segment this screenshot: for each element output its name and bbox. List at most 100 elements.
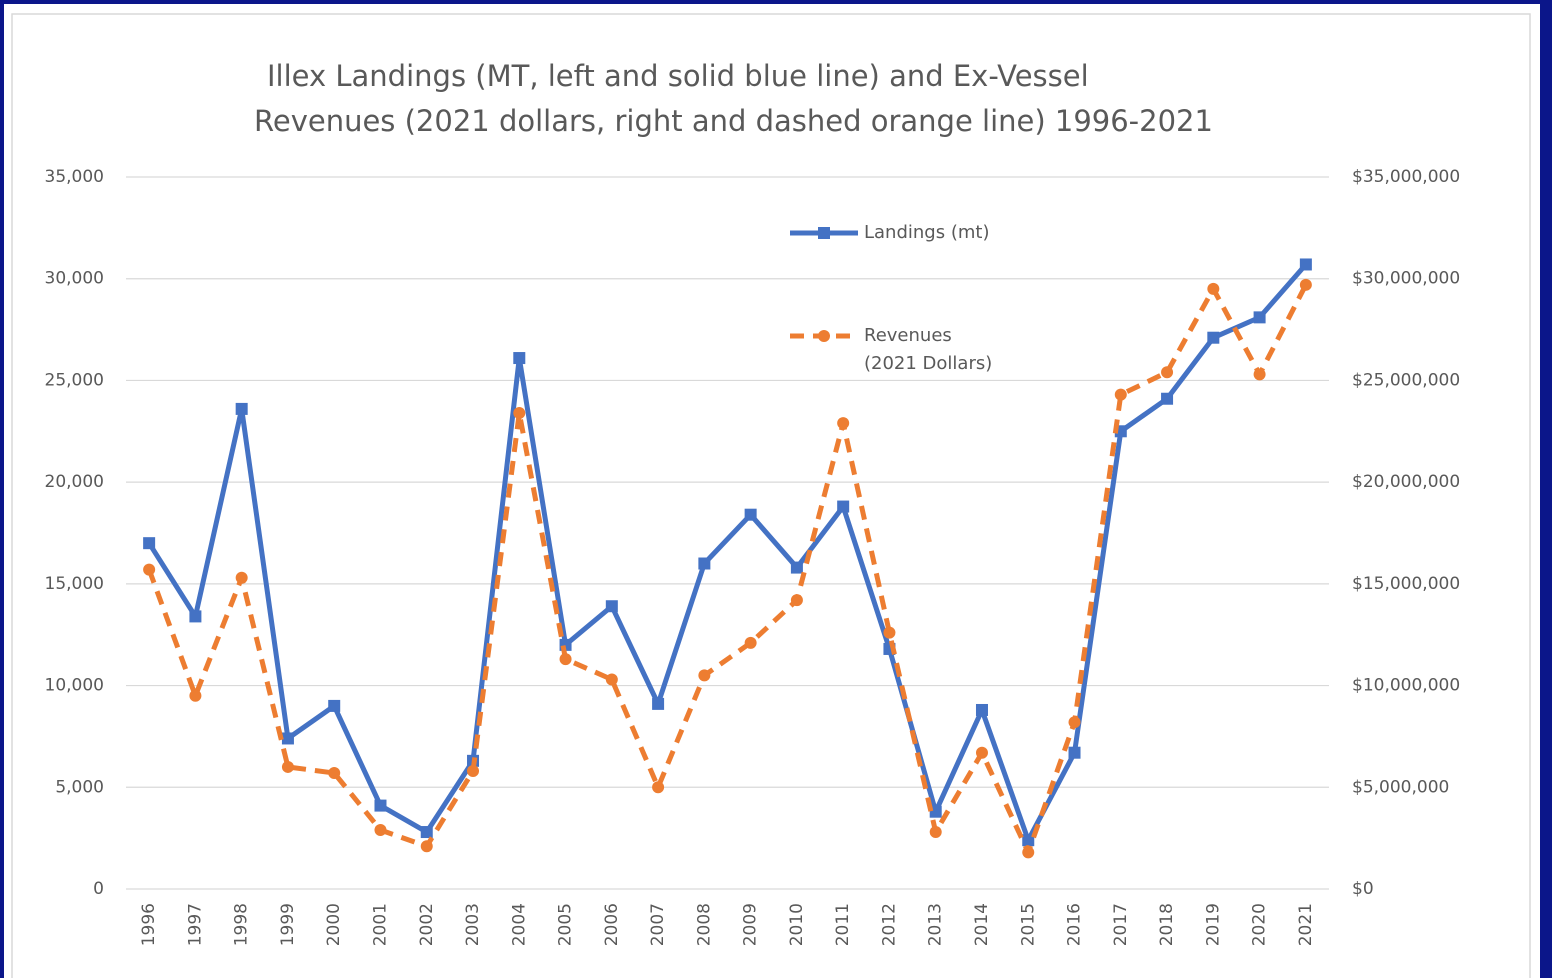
marker [1253, 368, 1266, 381]
x-tick-label: 2000 [324, 903, 344, 946]
marker [975, 703, 988, 716]
marker [328, 767, 341, 780]
marker [744, 508, 757, 521]
x-tick-label: 2010 [787, 903, 807, 946]
x-tick-label: 2014 [972, 903, 992, 946]
marker [837, 500, 850, 513]
marker [189, 689, 202, 702]
x-tick-label: 2002 [417, 903, 437, 946]
marker [513, 352, 526, 365]
marker [929, 826, 942, 839]
x-tick-label: 2015 [1018, 903, 1038, 946]
x-tick-label: 2005 [556, 903, 576, 946]
y-tick-label: 25,000 [45, 370, 104, 390]
x-tick-label: 2021 [1296, 903, 1316, 946]
x-tick-label: 1998 [232, 903, 252, 946]
marker [235, 402, 248, 415]
marker [328, 699, 341, 712]
marker [837, 417, 850, 430]
legend-label: Revenues (2021 Dollars) [864, 325, 993, 374]
y2-tick-label: $30,000,000 [1352, 269, 1460, 289]
marker [281, 732, 294, 745]
chart-frame [4, 4, 1540, 978]
marker [652, 781, 665, 794]
y-tick-label: 20,000 [45, 472, 104, 492]
marker [1161, 366, 1174, 379]
marker [235, 571, 248, 584]
chart-title: Revenues (2021 dollars, right and dashed… [254, 104, 1213, 138]
series-line [147, 262, 1308, 843]
x-tick-label: 2013 [926, 903, 946, 946]
marker [281, 760, 294, 773]
x-tick-label: 1999 [278, 903, 298, 946]
x-tick-label: 1996 [139, 903, 159, 946]
y-tick-label: 0 [93, 879, 104, 899]
marker [883, 626, 896, 639]
marker [420, 840, 433, 853]
marker [374, 824, 387, 837]
marker [1022, 834, 1035, 847]
marker [467, 765, 480, 778]
y-tick-label: 10,000 [45, 676, 104, 696]
marker [975, 746, 988, 759]
y-tick-label: 5,000 [55, 777, 104, 797]
x-tick-label: 2019 [1203, 903, 1223, 946]
x-tick-label: 2008 [694, 903, 714, 946]
marker [605, 673, 618, 686]
chart-border [11, 13, 1531, 978]
marker [652, 697, 665, 710]
marker [698, 557, 711, 570]
legend-marker [818, 330, 830, 342]
legend-marker [818, 227, 830, 239]
marker [1299, 278, 1312, 291]
marker [1022, 846, 1035, 859]
marker [420, 826, 433, 839]
marker [1068, 746, 1081, 759]
marker [374, 799, 387, 812]
y2-tick-label: $0 [1352, 879, 1374, 899]
marker [1253, 311, 1266, 324]
y2-tick-label: $15,000,000 [1352, 574, 1460, 594]
marker [790, 594, 803, 607]
x-tick-label: 2018 [1157, 903, 1177, 946]
marker [744, 636, 757, 649]
series-line [146, 283, 1309, 855]
x-tick-label: 2012 [879, 903, 899, 946]
y2-tick-label: $10,000,000 [1352, 676, 1460, 696]
y2-tick-label: $20,000,000 [1352, 472, 1460, 492]
marker [143, 563, 156, 576]
x-tick-label: 2016 [1065, 903, 1085, 946]
x-tick-label: 2006 [602, 903, 622, 946]
x-tick-label: 2007 [648, 903, 668, 946]
marker [143, 537, 156, 550]
chart-title: Illex Landings (MT, left and solid blue … [267, 59, 1089, 93]
marker [605, 600, 618, 613]
marker [1068, 716, 1081, 729]
marker [1114, 388, 1127, 401]
x-tick-label: 2009 [741, 903, 761, 946]
x-tick-label: 2003 [463, 903, 483, 946]
marker [189, 610, 202, 623]
marker [513, 406, 526, 419]
y2-tick-label: $25,000,000 [1352, 370, 1460, 390]
y-tick-label: 30,000 [45, 269, 104, 289]
marker [698, 669, 711, 682]
x-tick-label: 2001 [370, 903, 390, 946]
y-tick-label: 15,000 [45, 574, 104, 594]
marker [1161, 392, 1174, 405]
y2-tick-label: $5,000,000 [1352, 777, 1449, 797]
legend-label: Landings (mt) [864, 222, 990, 243]
marker [1207, 282, 1220, 295]
marker [790, 561, 803, 574]
x-tick-label: 2004 [509, 903, 529, 946]
y-tick-label: 35,000 [45, 167, 104, 187]
marker [559, 653, 572, 666]
x-tick-label: 2020 [1250, 903, 1270, 946]
marker [1207, 331, 1220, 344]
y2-tick-label: $35,000,000 [1352, 167, 1460, 187]
marker [1299, 258, 1312, 271]
x-tick-label: 2017 [1111, 903, 1131, 946]
x-tick-label: 2011 [833, 903, 853, 946]
x-tick-label: 1997 [185, 903, 205, 946]
